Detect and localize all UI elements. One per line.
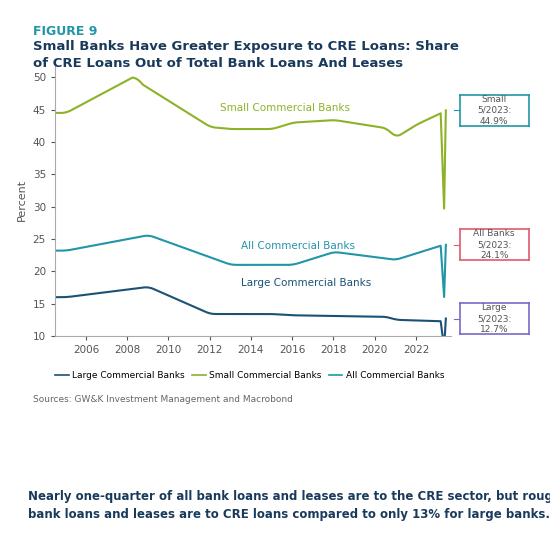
- Text: Large
5/2023:
12.7%: Large 5/2023: 12.7%: [477, 303, 512, 334]
- Text: All Commercial Banks: All Commercial Banks: [241, 241, 355, 251]
- Text: Nearly one-quarter of all bank loans and leases are to the CRE sector, but rough: Nearly one-quarter of all bank loans and…: [28, 490, 550, 521]
- Text: Sources: GW&K Investment Management and Macrobond: Sources: GW&K Investment Management and …: [33, 395, 293, 404]
- Text: Small
5/2023:
44.9%: Small 5/2023: 44.9%: [477, 95, 512, 126]
- Y-axis label: Percent: Percent: [17, 179, 27, 221]
- Text: Large Commercial Banks: Large Commercial Banks: [241, 278, 371, 287]
- Text: All Banks
5/2023:
24.1%: All Banks 5/2023: 24.1%: [474, 229, 515, 260]
- Legend: Large Commercial Banks, Small Commercial Banks, All Commercial Banks: Large Commercial Banks, Small Commercial…: [52, 368, 448, 384]
- Text: Small Commercial Banks: Small Commercial Banks: [220, 103, 350, 113]
- Text: Small Banks Have Greater Exposure to CRE Loans: Share
of CRE Loans Out of Total : Small Banks Have Greater Exposure to CRE…: [33, 40, 459, 71]
- Text: FIGURE 9: FIGURE 9: [33, 25, 97, 38]
